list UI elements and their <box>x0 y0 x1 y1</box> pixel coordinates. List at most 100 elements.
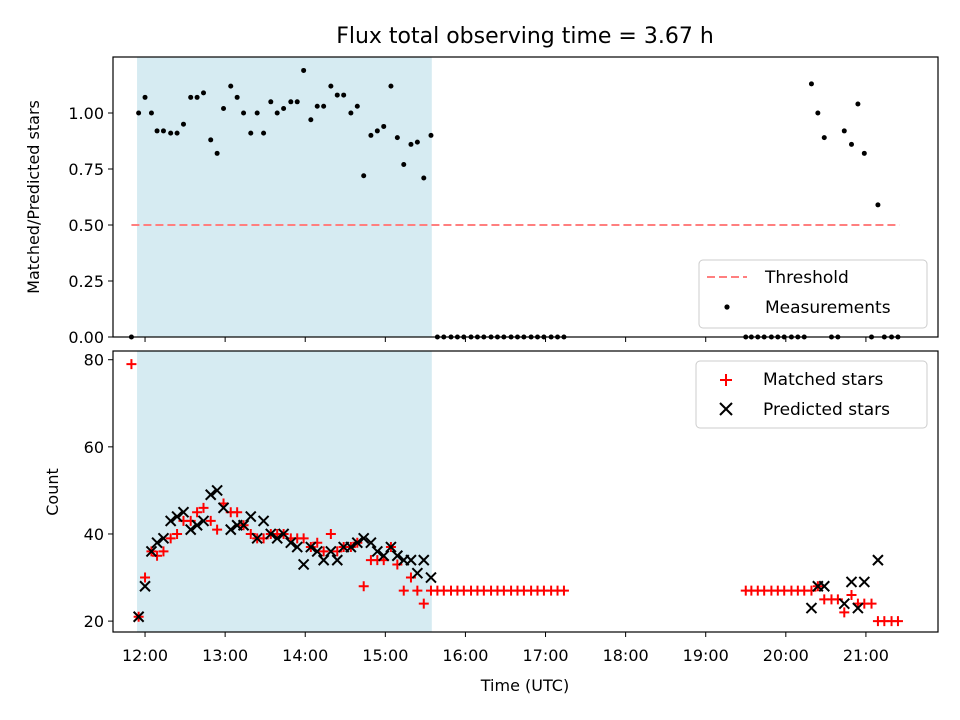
predicted-stars-point <box>132 611 145 623</box>
matched-stars-point <box>866 598 877 609</box>
legend-predicted-label: Predicted stars <box>763 400 890 420</box>
measurements-point <box>274 110 280 116</box>
bottom-y-tick-label: 60 <box>84 438 104 457</box>
measurements-point <box>174 130 180 136</box>
predicted-stars-point <box>872 554 884 566</box>
measurements-point <box>414 139 420 145</box>
predicted-stars-point <box>838 597 850 610</box>
measurements-point <box>408 141 414 147</box>
top-y-tick-label: 0.00 <box>68 328 104 347</box>
matched-stars-point <box>325 528 336 539</box>
measurements-point <box>254 110 260 116</box>
bottom-plot-frame <box>112 350 939 633</box>
matched-stars-point <box>892 616 903 627</box>
measurements-point <box>388 83 394 89</box>
matched-stars-point <box>198 502 209 513</box>
bottom-y-axis-label: Count <box>43 468 62 516</box>
predicted-stars-point <box>418 554 430 566</box>
measurements-point <box>381 123 387 129</box>
measurements-point <box>368 132 374 138</box>
matched-stars-point <box>165 533 176 544</box>
x-tick-label: 16:00 <box>442 646 488 665</box>
predicted-stars-point <box>151 536 163 549</box>
predicted-stars-point <box>171 510 183 523</box>
predicted-stars-point <box>325 545 337 558</box>
predicted-stars-point <box>858 576 871 588</box>
predicted-stars-point <box>145 545 158 558</box>
measurements-point <box>160 128 166 134</box>
predicted-stars-point <box>197 515 210 527</box>
predicted-stars-point <box>251 532 263 545</box>
predicted-stars-point <box>351 536 364 549</box>
predicted-stars-point <box>818 580 830 592</box>
matched-stars-point <box>205 515 216 526</box>
measurements-point <box>136 110 142 116</box>
matched-stars-point <box>298 533 309 544</box>
measurements-point <box>241 110 247 116</box>
bottom-y-tick-label: 40 <box>84 525 104 544</box>
predicted-stars-point <box>285 536 297 549</box>
predicted-stars-point <box>411 567 424 579</box>
bottom-legend-box <box>695 360 928 429</box>
measurements-point <box>228 83 234 89</box>
measurements-point <box>334 92 340 98</box>
top-y-tick-label: 0.50 <box>68 216 104 235</box>
measurements-point <box>855 101 861 107</box>
predicted-stars-point <box>365 536 377 549</box>
predicted-stars-point <box>311 545 323 558</box>
measurements-point <box>301 67 307 73</box>
legend-measurements-swatch <box>724 304 730 310</box>
top-y-tick-label: 0.75 <box>68 160 104 179</box>
matched-stars-point <box>172 528 183 539</box>
measurements-point <box>188 94 194 100</box>
predicted-stars-point <box>205 489 217 501</box>
x-tick-label: 15:00 <box>362 646 408 665</box>
measurements-point <box>848 141 854 147</box>
measurements-point <box>808 81 814 87</box>
x-tick-label: 20:00 <box>763 646 809 665</box>
measurements-point <box>221 106 227 112</box>
measurements-point <box>341 92 347 98</box>
predicted-stars-point <box>139 580 151 592</box>
measurements-point <box>361 173 367 179</box>
bottom-legend: Matched stars Predicted stars <box>695 360 928 429</box>
predicted-stars-point <box>191 519 203 531</box>
predicted-stars-point <box>378 550 390 562</box>
x-tick-label: 13:00 <box>202 646 248 665</box>
predicted-stars-point <box>225 523 237 536</box>
predicted-stars-point <box>805 602 818 614</box>
predicted-stars-point <box>305 541 317 553</box>
predicted-stars-point <box>317 554 330 566</box>
x-tick-label: 19:00 <box>683 646 729 665</box>
bottom-shaded-span <box>137 351 432 632</box>
predicted-stars-point <box>277 528 290 540</box>
legend-predicted-swatch <box>719 402 733 416</box>
matched-stars-point <box>140 572 151 583</box>
top-legend-box <box>698 259 928 329</box>
matched-stars-point <box>192 507 203 518</box>
measurements-point <box>428 132 434 138</box>
measurements-point <box>148 110 154 116</box>
predicted-stars-point <box>291 541 303 553</box>
predicted-stars-point <box>265 528 277 540</box>
measurements-point <box>321 103 327 109</box>
matched-stars-point <box>558 585 569 596</box>
measurements-point <box>294 99 300 105</box>
bottom-y-tick-label: 80 <box>84 351 104 370</box>
predicted-stars-point <box>297 558 310 571</box>
measurements-point <box>142 94 148 100</box>
measurements-point <box>180 121 186 127</box>
bottom-y-tick-label: 20 <box>84 612 104 631</box>
x-tick-label: 17:00 <box>522 646 568 665</box>
matched-stars-point <box>318 546 329 557</box>
predicted-stars-point <box>157 532 170 545</box>
predicted-stars-point <box>217 502 230 514</box>
predicted-stars-point <box>164 515 177 527</box>
legend-threshold-label: Threshold <box>764 268 849 288</box>
measurements-point <box>374 128 380 134</box>
measurements-point <box>348 110 354 116</box>
measurements-point <box>154 128 160 134</box>
predicted-stars-point <box>405 554 417 566</box>
measurements-point <box>268 99 274 105</box>
x-tick-label: 12:00 <box>122 646 168 665</box>
